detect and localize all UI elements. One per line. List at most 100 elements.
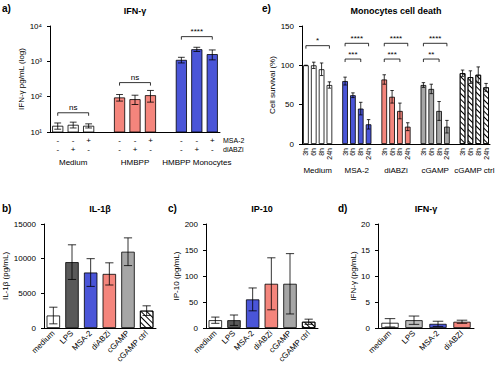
svg-text:Medium: Medium xyxy=(303,166,332,175)
svg-text:0: 0 xyxy=(194,324,199,333)
svg-text:-: - xyxy=(195,136,198,145)
svg-text:8h: 8h xyxy=(436,148,443,156)
svg-text:10¹: 10¹ xyxy=(30,128,42,137)
svg-text:medium: medium xyxy=(30,329,57,356)
svg-text:cGAMP ctrl: cGAMP ctrl xyxy=(454,166,495,175)
svg-text:***: *** xyxy=(387,50,396,59)
svg-text:6h: 6h xyxy=(310,148,317,156)
svg-text:150: 150 xyxy=(281,22,295,31)
svg-text:15: 15 xyxy=(361,246,370,255)
svg-text:+: + xyxy=(71,145,76,154)
svg-text:0: 0 xyxy=(290,140,295,149)
svg-text:3h: 3h xyxy=(420,148,427,156)
svg-text:cGAMP ctrl: cGAMP ctrl xyxy=(277,329,312,364)
svg-text:15000: 15000 xyxy=(14,220,37,229)
svg-text:HMBPP: HMBPP xyxy=(121,158,149,167)
svg-text:50: 50 xyxy=(285,100,294,109)
svg-text:IL-1β: IL-1β xyxy=(89,204,111,214)
svg-text:10000: 10000 xyxy=(14,254,37,263)
svg-text:0: 0 xyxy=(366,324,371,333)
svg-text:3h: 3h xyxy=(342,148,349,156)
svg-text:cGAMP: cGAMP xyxy=(421,166,449,175)
svg-text:a): a) xyxy=(2,3,11,14)
svg-text:+: + xyxy=(210,136,215,145)
svg-text:IP-10 (pg/mL): IP-10 (pg/mL) xyxy=(172,251,181,300)
svg-text:IP-10: IP-10 xyxy=(251,204,273,214)
svg-text:IL-1β (pg/mL): IL-1β (pg/mL) xyxy=(1,252,10,301)
svg-text:10²: 10² xyxy=(30,92,42,101)
svg-text:5000: 5000 xyxy=(18,289,36,298)
svg-text:ns: ns xyxy=(69,103,77,112)
svg-text:10⁴: 10⁴ xyxy=(30,22,43,31)
svg-text:-: - xyxy=(180,145,183,154)
svg-text:****: **** xyxy=(191,27,203,36)
svg-text:6h: 6h xyxy=(467,148,474,156)
svg-text:MSA-2: MSA-2 xyxy=(70,328,94,352)
svg-text:diABZi: diABZi xyxy=(223,146,244,153)
svg-text:6h: 6h xyxy=(428,148,435,156)
svg-text:MSA-2: MSA-2 xyxy=(232,328,256,352)
svg-text:****: **** xyxy=(351,34,363,43)
svg-text:IFN-γ: IFN-γ xyxy=(415,204,438,214)
svg-text:24h: 24h xyxy=(443,148,450,160)
svg-text:5: 5 xyxy=(366,298,371,307)
svg-text:+: + xyxy=(133,145,138,154)
svg-text:-: - xyxy=(118,136,121,145)
svg-text:cGAMP ctrl: cGAMP ctrl xyxy=(115,329,150,364)
svg-text:HMBPP Monocytes: HMBPP Monocytes xyxy=(162,158,231,167)
svg-text:ns: ns xyxy=(131,73,139,82)
svg-text:**: ** xyxy=(428,50,434,59)
svg-text:50: 50 xyxy=(189,298,198,307)
svg-text:c): c) xyxy=(168,203,177,214)
svg-text:100: 100 xyxy=(185,272,199,281)
svg-text:0: 0 xyxy=(32,324,37,333)
svg-text:-: - xyxy=(180,136,183,145)
svg-text:3h: 3h xyxy=(302,148,309,156)
svg-text:diABZi: diABZi xyxy=(384,166,408,175)
svg-text:8h: 8h xyxy=(357,148,364,156)
svg-text:24h: 24h xyxy=(404,148,411,160)
svg-text:Cell survival (%): Cell survival (%) xyxy=(268,56,277,114)
svg-text:24h: 24h xyxy=(326,148,333,160)
svg-text:-: - xyxy=(56,136,59,145)
svg-text:+: + xyxy=(194,145,199,154)
svg-text:3h: 3h xyxy=(459,148,466,156)
svg-text:IFN-γ (pg/mL): IFN-γ (pg/mL) xyxy=(349,251,358,301)
svg-text:-: - xyxy=(72,136,75,145)
svg-text:MSA-2: MSA-2 xyxy=(223,137,245,144)
svg-text:6h: 6h xyxy=(349,148,356,156)
svg-text:24h: 24h xyxy=(365,148,372,160)
svg-text:200: 200 xyxy=(185,220,199,229)
svg-text:8h: 8h xyxy=(396,148,403,156)
svg-text:diABZI: diABZI xyxy=(442,329,465,352)
svg-text:-: - xyxy=(118,145,121,154)
svg-text:8h: 8h xyxy=(318,148,325,156)
svg-text:+: + xyxy=(86,136,91,145)
svg-text:20: 20 xyxy=(361,220,370,229)
svg-text:Medium: Medium xyxy=(59,158,88,167)
svg-text:150: 150 xyxy=(185,246,199,255)
svg-text:b): b) xyxy=(2,203,11,214)
svg-text:medium: medium xyxy=(192,329,219,356)
svg-text:medium: medium xyxy=(367,329,394,356)
svg-text:100: 100 xyxy=(281,61,295,70)
svg-text:3h: 3h xyxy=(381,148,388,156)
svg-text:-: - xyxy=(211,145,214,154)
svg-text:10: 10 xyxy=(361,272,370,281)
svg-text:*: * xyxy=(316,36,319,45)
svg-text:****: **** xyxy=(429,34,441,43)
svg-text:24h: 24h xyxy=(483,148,490,160)
svg-text:IFN-γ: IFN-γ xyxy=(124,6,147,16)
svg-text:MSA-2: MSA-2 xyxy=(418,328,442,352)
svg-text:-: - xyxy=(87,145,90,154)
svg-text:-: - xyxy=(149,145,152,154)
svg-text:e): e) xyxy=(262,3,271,14)
svg-text:***: *** xyxy=(348,50,357,59)
svg-text:10³: 10³ xyxy=(30,57,42,66)
svg-text:Monocytes cell death: Monocytes cell death xyxy=(350,6,441,16)
svg-text:8h: 8h xyxy=(475,148,482,156)
svg-text:-: - xyxy=(56,145,59,154)
svg-text:-: - xyxy=(134,136,137,145)
svg-text:+: + xyxy=(148,136,153,145)
svg-text:****: **** xyxy=(390,34,402,43)
